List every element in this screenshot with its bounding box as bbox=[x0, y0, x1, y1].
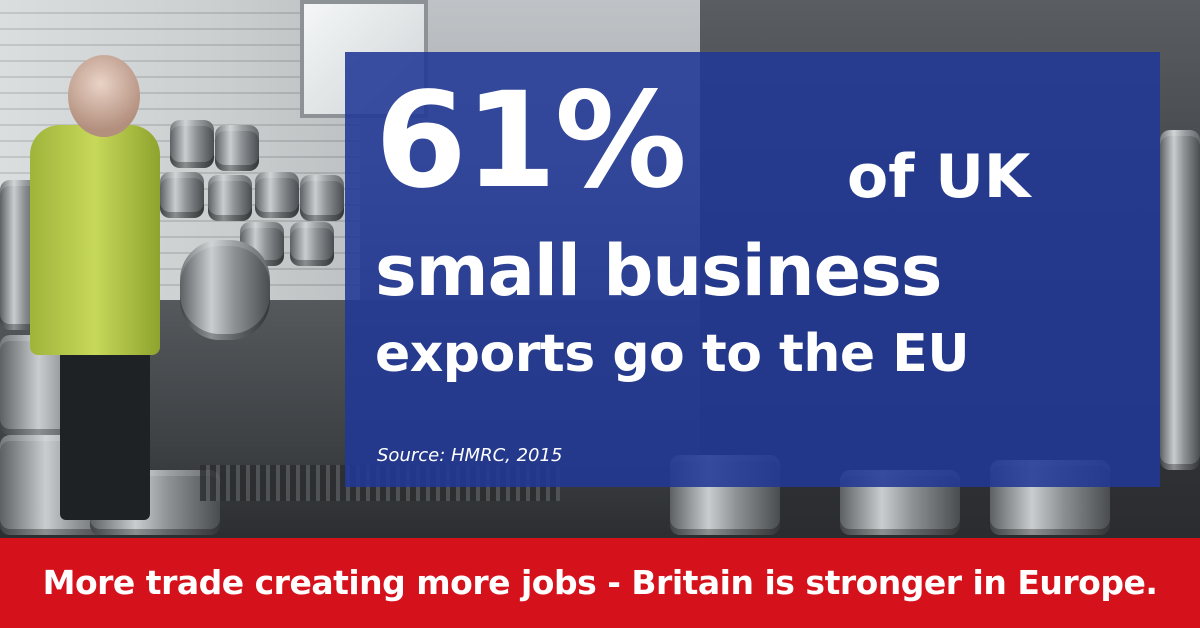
headline-line3: exports go to the EU bbox=[375, 324, 970, 384]
keg bbox=[1160, 130, 1200, 470]
worker-hi-vis-vest bbox=[30, 125, 160, 355]
keg bbox=[208, 175, 252, 221]
footer-slogan: More trade creating more jobs - Britain … bbox=[42, 563, 1158, 602]
keg bbox=[255, 172, 299, 218]
headline-panel: 61% of UK small business exports go to t… bbox=[345, 52, 1160, 487]
headline-percent: 61% bbox=[375, 64, 687, 218]
keg bbox=[290, 222, 334, 266]
worker-legs bbox=[60, 350, 150, 520]
keg bbox=[180, 240, 270, 340]
keg bbox=[160, 172, 204, 218]
footer-banner: More trade creating more jobs - Britain … bbox=[0, 538, 1200, 628]
headline-line2: small business bbox=[375, 230, 942, 312]
worker-head bbox=[68, 55, 140, 137]
source-citation: Source: HMRC, 2015 bbox=[377, 445, 563, 466]
headline: 61% of UK small business exports go to t… bbox=[345, 52, 1160, 384]
keg bbox=[170, 120, 214, 168]
headline-line1: of UK bbox=[847, 142, 1031, 212]
keg bbox=[215, 125, 259, 171]
keg bbox=[300, 175, 344, 221]
